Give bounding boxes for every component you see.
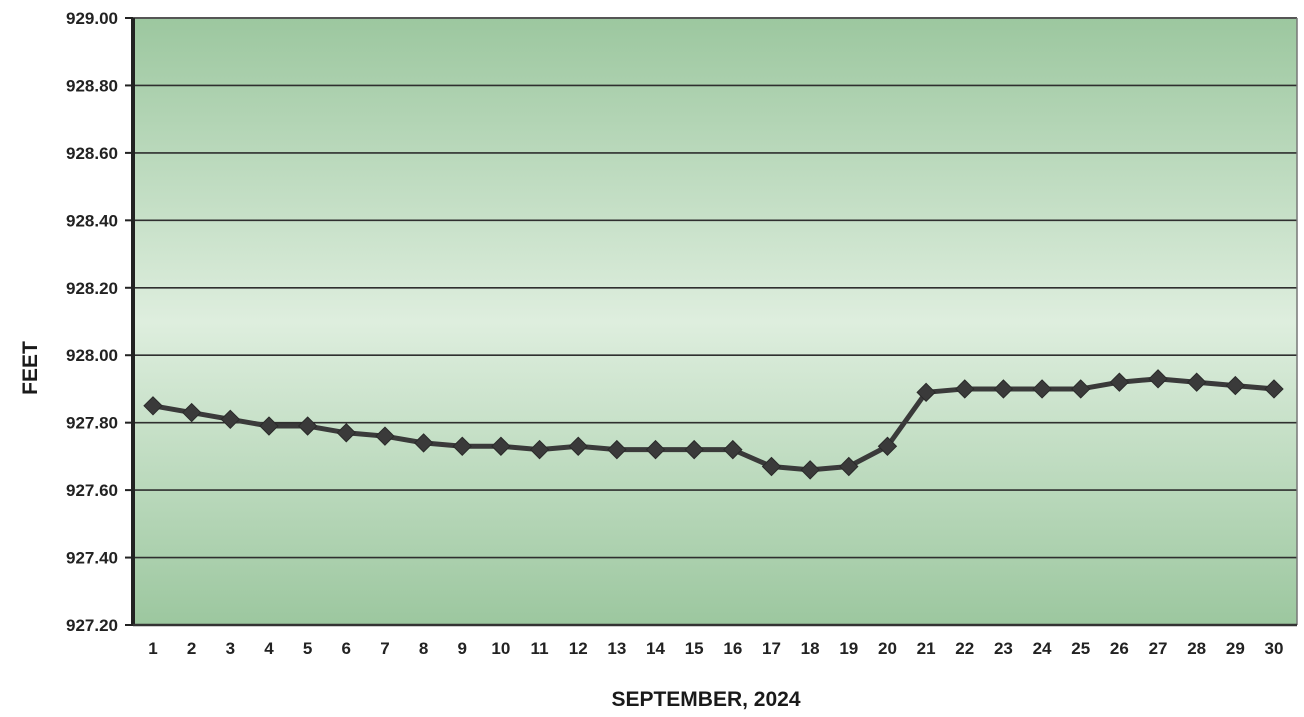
data-point xyxy=(568,436,588,456)
x-tick-label: 1 xyxy=(148,639,157,658)
data-point xyxy=(645,439,666,460)
data-point xyxy=(1071,379,1091,399)
data-point xyxy=(800,460,820,480)
data-point xyxy=(839,456,859,477)
x-tick-label: 27 xyxy=(1149,639,1168,658)
data-point xyxy=(1032,379,1052,399)
y-tick-label: 928.00 xyxy=(66,346,118,365)
x-tick-label: 12 xyxy=(569,639,588,658)
data-point xyxy=(1225,375,1246,396)
x-tick-label: 6 xyxy=(342,639,351,658)
x-tick-label: 2 xyxy=(187,639,196,658)
data-point xyxy=(916,382,936,403)
data-point xyxy=(684,439,704,460)
y-tick-label: 927.60 xyxy=(66,481,118,500)
x-tick-label: 28 xyxy=(1187,639,1206,658)
x-tick-label: 17 xyxy=(762,639,781,658)
x-tick-label: 3 xyxy=(226,639,235,658)
y-tick-labels: 927.20 927.40 927.60 927.80 928.00 928.20 928.… xyxy=(66,9,118,635)
x-tick-label: 15 xyxy=(685,639,704,658)
x-tick-label: 23 xyxy=(994,639,1013,658)
data-point xyxy=(607,439,627,460)
x-tick-label: 16 xyxy=(723,639,742,658)
x-axis-title: SEPTEMBER, 2024 xyxy=(611,688,800,711)
plot-area xyxy=(133,18,1297,625)
x-tick-label: 10 xyxy=(491,639,510,658)
data-point xyxy=(452,436,472,456)
y-tick-label: 928.20 xyxy=(66,279,118,298)
y-tick-label: 929.00 xyxy=(66,9,118,28)
gridlines xyxy=(133,84,1297,559)
x-tick-label: 13 xyxy=(607,639,626,658)
x-tick-label: 29 xyxy=(1226,639,1245,658)
x-tick-label: 20 xyxy=(878,639,897,658)
x-tick-labels: 1 2 3 4 5 6 7 8 9 10 11 12 13 14 15 16 17 18 19 20 21 22 23 24 2… xyxy=(148,639,1283,658)
data-point xyxy=(336,423,356,443)
data-point xyxy=(955,379,975,399)
x-tick-label: 26 xyxy=(1110,639,1129,658)
x-tick-label: 11 xyxy=(531,639,549,658)
series-layer xyxy=(143,369,1284,480)
x-tick-label: 18 xyxy=(801,639,820,658)
x-tick-label: 25 xyxy=(1071,639,1090,658)
x-tick-label: 19 xyxy=(839,639,858,658)
x-tick-label: 21 xyxy=(917,639,936,658)
data-point xyxy=(181,402,202,423)
data-point xyxy=(529,439,550,460)
data-point xyxy=(761,456,782,477)
data-point xyxy=(413,433,434,453)
x-tick-label: 14 xyxy=(646,639,665,658)
data-point xyxy=(1186,372,1207,392)
x-tick-label: 24 xyxy=(1033,639,1052,658)
x-tick-label: 9 xyxy=(458,639,467,658)
x-tick-label: 5 xyxy=(303,639,312,658)
x-tick-label: 7 xyxy=(380,639,389,658)
x-tick-label: 22 xyxy=(955,639,974,658)
data-point xyxy=(993,379,1014,399)
y-tick-label: 927.20 xyxy=(66,616,118,635)
data-point xyxy=(723,439,743,460)
axes xyxy=(125,17,1298,627)
y-axis-title: FEET xyxy=(19,341,42,395)
data-point xyxy=(375,426,395,446)
x-tick-label: 8 xyxy=(419,639,428,658)
data-point xyxy=(259,416,279,436)
y-tick-label: 928.80 xyxy=(66,76,118,95)
y-tick-label: 928.60 xyxy=(66,144,118,163)
y-tick-label: 928.40 xyxy=(66,211,118,230)
data-point xyxy=(220,409,241,430)
x-tick-label: 4 xyxy=(264,639,274,658)
x-tick-label: 30 xyxy=(1265,639,1284,658)
y-tick-label: 927.40 xyxy=(66,549,118,568)
data-point xyxy=(1109,372,1130,392)
data-point xyxy=(1148,369,1168,389)
y-tick-label: 927.80 xyxy=(66,414,118,433)
data-point xyxy=(491,436,511,456)
data-point xyxy=(1264,379,1284,399)
data-point xyxy=(143,396,163,416)
data-point xyxy=(297,416,318,436)
data-point xyxy=(877,436,898,456)
